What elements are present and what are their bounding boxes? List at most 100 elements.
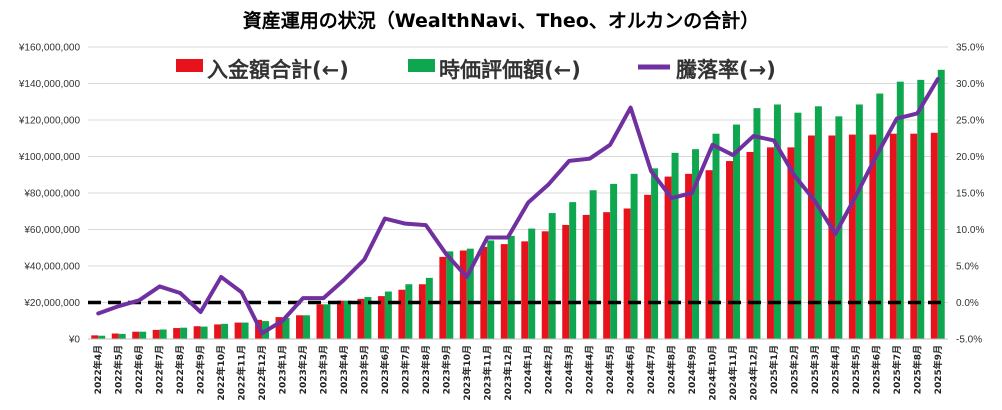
right-axis-tick-label: -5.0% — [956, 335, 982, 346]
deposit-bar — [623, 208, 631, 339]
deposit-bar — [459, 250, 467, 339]
deposit-bar — [582, 214, 590, 339]
x-axis-tick-label: 2025年4月 — [829, 345, 841, 394]
chart-title: 資産運用の状況（WealthNavi、Theo、オルカンの合計） — [242, 10, 760, 32]
x-axis-tick-label: 2024年8月 — [666, 345, 678, 394]
market-value-bar — [794, 112, 802, 339]
market-value-bar — [630, 173, 638, 339]
deposit-bar — [848, 134, 856, 339]
left-axis-tick-label: ¥60,000,000 — [23, 225, 80, 236]
left-axis-tick-label: ¥100,000,000 — [18, 152, 81, 163]
deposit-bar — [541, 231, 549, 339]
market-value-bar — [221, 323, 229, 339]
right-axis-tick-label: 35.0% — [956, 43, 984, 54]
x-axis-tick-label: 2023年1月 — [277, 345, 289, 394]
deposit-bar — [91, 335, 99, 339]
deposit-bar — [193, 326, 201, 339]
deposit-bar — [807, 135, 815, 339]
right-axis-tick-label: 20.0% — [956, 152, 984, 163]
x-axis-tick-label: 2022年8月 — [174, 345, 186, 394]
x-axis-tick-label: 2023年4月 — [338, 345, 350, 394]
deposit-bar — [685, 173, 693, 339]
left-axis-tick-label: ¥140,000,000 — [18, 79, 81, 90]
x-axis-tick-label: 2025年2月 — [788, 345, 800, 394]
x-axis-tick-label: 2024年3月 — [563, 345, 575, 394]
deposit-bar — [418, 284, 426, 339]
deposit-bar — [398, 289, 406, 339]
left-axis-tick-label: ¥0 — [68, 335, 81, 346]
market-value-bar — [712, 133, 720, 339]
left-axis-tick-label: ¥40,000,000 — [23, 262, 80, 273]
market-value-bar — [753, 108, 761, 339]
x-axis-tick-label: 2024年1月 — [522, 345, 534, 394]
market-value-bar — [118, 333, 126, 339]
x-axis-tick-label: 2022年5月 — [113, 345, 125, 394]
legend-deposit-swatch — [176, 59, 203, 72]
market-value-bar — [282, 318, 290, 339]
market-value-bar — [528, 228, 536, 339]
x-axis-tick-label: 2025年5月 — [850, 345, 862, 394]
market-value-bar — [692, 149, 700, 339]
legend-return-rate-label: 騰落率(→) — [676, 58, 776, 82]
x-axis-tick-label: 2025年3月 — [809, 345, 821, 394]
deposit-bar — [296, 315, 303, 339]
deposit-bar — [439, 256, 447, 339]
x-axis-tick-label: 2025年1月 — [768, 345, 780, 394]
x-axis-tick-label: 2023年3月 — [317, 345, 329, 394]
market-value-bar — [773, 104, 781, 339]
deposit-bar — [173, 328, 181, 339]
deposit-bar — [644, 194, 652, 339]
deposit-bar — [336, 300, 344, 339]
x-axis-tick-label: 2023年10月 — [461, 345, 473, 401]
market-value-bar — [651, 168, 659, 339]
x-axis-tick-label: 2024年6月 — [625, 345, 637, 394]
market-value-bar — [610, 183, 618, 339]
market-value-bar — [241, 322, 249, 339]
left-axis-tick-label: ¥120,000,000 — [18, 116, 81, 127]
market-value-bar — [343, 300, 351, 339]
legend-market-value-swatch — [408, 59, 435, 72]
x-axis-tick-label: 2024年7月 — [645, 345, 657, 394]
deposit-bar — [930, 132, 938, 339]
market-value-bar — [466, 248, 474, 339]
deposit-bar — [480, 246, 488, 339]
market-value-bar — [446, 251, 454, 339]
x-axis-tick-label: 2022年6月 — [133, 345, 145, 394]
deposit-bar — [316, 304, 324, 339]
deposit-bar — [603, 212, 611, 339]
market-value-bar — [733, 124, 740, 339]
deposit-bar — [828, 135, 836, 339]
x-axis-tick-label: 2022年12月 — [256, 345, 268, 401]
deposit-bar — [275, 317, 283, 339]
market-value-bar — [917, 79, 925, 339]
market-value-bar — [139, 331, 147, 339]
market-value-bar — [159, 329, 167, 339]
market-value-bar — [487, 240, 495, 339]
market-value-bar — [303, 315, 310, 339]
x-axis-tick-label: 2025年6月 — [870, 345, 882, 394]
return-rate-line — [96, 77, 940, 336]
x-axis-tick-label: 2023年12月 — [502, 345, 514, 401]
deposit-bar — [152, 329, 160, 339]
left-axis-tick-label: ¥160,000,000 — [18, 43, 81, 54]
market-value-bar — [507, 235, 515, 339]
market-value-bar — [896, 81, 904, 340]
x-axis-tick-label: 2022年4月 — [92, 345, 104, 394]
market-value-bar — [814, 106, 822, 339]
deposit-bar — [214, 324, 222, 339]
left-axis-tick-label: ¥80,000,000 — [23, 189, 80, 200]
right-axis-tick-label: 25.0% — [956, 116, 984, 127]
market-value-bar — [364, 297, 372, 339]
deposit-bar — [787, 147, 795, 339]
deposit-bar — [521, 241, 529, 339]
market-value-bar — [548, 213, 556, 339]
right-axis-tick-label: 15.0% — [956, 189, 984, 200]
market-value-bar — [405, 284, 413, 339]
x-axis-tick-label: 2023年9月 — [440, 345, 452, 394]
x-axis-tick-label: 2023年7月 — [399, 345, 411, 394]
market-value-bar — [876, 93, 884, 339]
x-axis-tick-label: 2022年10月 — [215, 345, 227, 401]
market-value-bar — [200, 326, 208, 339]
market-value-bar — [425, 277, 433, 339]
